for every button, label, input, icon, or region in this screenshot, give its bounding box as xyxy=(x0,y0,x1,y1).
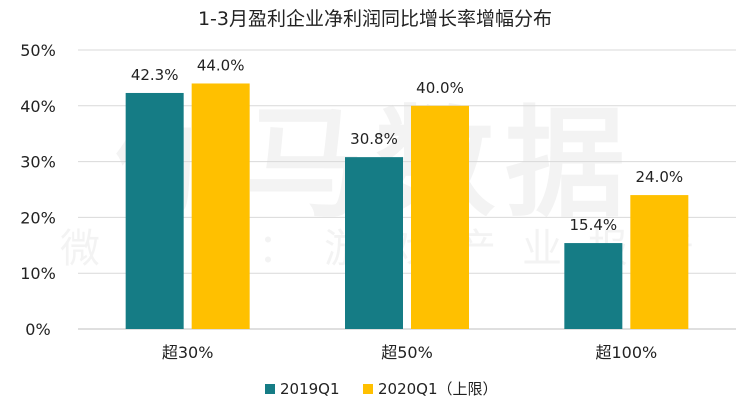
legend-label-0: 2019Q1 xyxy=(280,380,340,398)
legend-swatch-1 xyxy=(363,384,373,394)
chart-title: 1-3月盈利企业净利润同比增长率增幅分布 xyxy=(198,8,552,30)
data-label-series-1-cat-1: 40.0% xyxy=(416,79,464,97)
data-label-series-1-cat-0: 44.0% xyxy=(197,56,245,74)
bar-series-1-cat-0 xyxy=(191,83,250,329)
bar-series-0-cat-2 xyxy=(564,243,623,329)
category-label-0: 超30% xyxy=(162,343,214,362)
y-tick-label-4: 40% xyxy=(20,97,56,116)
legend-swatch-0 xyxy=(265,384,275,394)
y-tick-label-5: 50% xyxy=(20,41,56,60)
bar-series-0-cat-0 xyxy=(125,92,184,329)
category-label-2: 超100% xyxy=(595,343,657,362)
data-labels: 42.3% 44.0% 30.8% 40.0% 15.4% 24.0% xyxy=(131,56,683,234)
y-tick-label-0: 0% xyxy=(25,320,50,339)
y-tick-label-3: 30% xyxy=(20,153,56,172)
gridlines xyxy=(78,49,736,330)
category-label-1: 超50% xyxy=(381,343,433,362)
bar-series-0-cat-1 xyxy=(345,157,403,329)
legend: 2019Q1 2020Q1（上限） xyxy=(265,380,498,398)
bar-series-1-cat-2 xyxy=(630,195,689,329)
legend-label-1: 2020Q1（上限） xyxy=(378,380,498,398)
data-label-series-0-cat-1: 30.8% xyxy=(350,130,398,148)
y-tick-label-2: 20% xyxy=(20,208,56,227)
data-label-series-0-cat-0: 42.3% xyxy=(131,66,179,84)
bar-series-1-cat-1 xyxy=(411,105,469,329)
x-axis-categories: 超30% 超50% 超100% xyxy=(162,343,657,362)
data-label-series-0-cat-2: 15.4% xyxy=(570,216,618,234)
y-tick-label-1: 10% xyxy=(20,264,56,283)
bars xyxy=(125,83,689,329)
data-label-series-1-cat-2: 24.0% xyxy=(636,168,684,186)
y-axis-ticks: 0% 10% 20% 30% 40% 50% xyxy=(20,41,56,339)
